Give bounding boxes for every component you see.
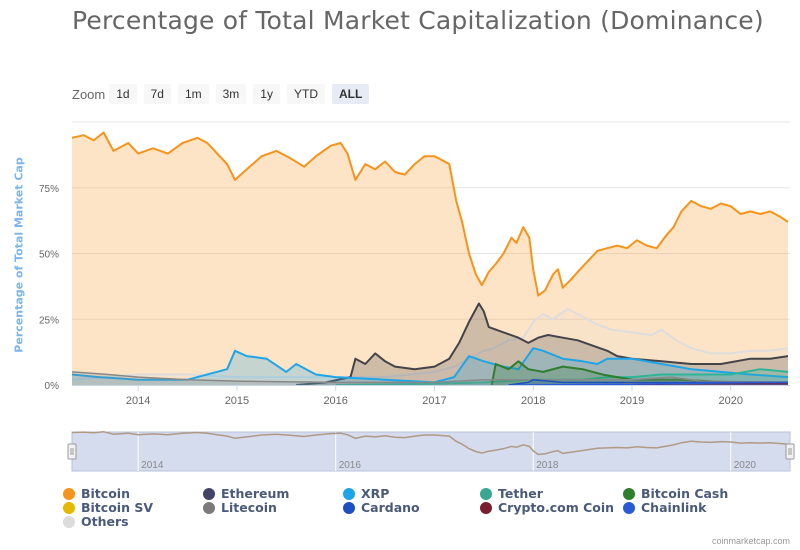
y-tick-label: 75% — [39, 184, 59, 195]
navigator-tick-label: 2020 — [734, 460, 757, 471]
zoom-label: Zoom — [72, 86, 106, 102]
dominance-chart: 0% 25% 50% 75% 2014 2015 2016 2017 2018 2019 2020 2… — [39, 121, 795, 472]
zoom-controls: Zoom 1d 7d 1m 3m 1y YTD ALL — [72, 82, 376, 106]
legend-label: Ethereum — [221, 486, 290, 501]
zoom-3m-button[interactable]: 3m — [215, 84, 247, 104]
legend-item-others[interactable]: Others — [63, 514, 129, 529]
legend-marker — [63, 501, 75, 514]
y-tick-label: 25% — [39, 315, 59, 326]
legend-item-litecoin[interactable]: Litecoin — [203, 500, 277, 515]
navigator-handle-grip[interactable] — [785, 443, 795, 460]
zoom-1m-button[interactable]: 1m — [177, 84, 209, 104]
x-tick-label: 2016 — [323, 395, 347, 407]
legend-label: Crypto.com Coin — [498, 500, 615, 515]
legend-item-bitcoin-sv[interactable]: Bitcoin SV — [63, 500, 153, 515]
series-area-bitcoin — [72, 132, 788, 385]
zoom-7d-button[interactable]: 7d — [143, 84, 171, 104]
legend-marker — [480, 501, 492, 514]
x-tick-label: 2020 — [719, 395, 743, 407]
navigator-range[interactable] — [71, 431, 791, 472]
legend-marker — [343, 487, 355, 500]
legend-label: Bitcoin SV — [81, 500, 153, 515]
page-title: Percentage of Total Market Capitalizatio… — [72, 6, 764, 35]
navigator-right-handle[interactable] — [785, 443, 795, 460]
x-tick-label: 2015 — [225, 395, 249, 407]
series-area-others — [72, 308, 788, 385]
zoom-1d-button[interactable]: 1d — [109, 84, 137, 104]
x-tick-label: 2014 — [126, 395, 150, 407]
zoom-ytd-button[interactable]: YTD — [286, 84, 325, 104]
y-tick-label: 0% — [45, 381, 60, 392]
series-line-cardano — [508, 378, 788, 386]
legend-marker — [343, 501, 355, 514]
navigator-tick-label: 2018 — [536, 460, 559, 471]
legend-marker — [623, 501, 635, 514]
legend-label: Tether — [498, 486, 543, 501]
legend-marker — [203, 487, 215, 500]
legend-marker — [203, 501, 215, 514]
navigator-tick-label: 2016 — [339, 460, 362, 471]
legend-item-ethereum[interactable]: Ethereum — [203, 486, 289, 501]
legend-marker — [63, 515, 75, 528]
legend-label: XRP — [361, 486, 390, 501]
legend-item-cardano[interactable]: Cardano — [343, 500, 420, 515]
navigator-handle-grip[interactable] — [67, 443, 77, 460]
zoom-all-button[interactable]: ALL — [331, 84, 370, 104]
legend-marker — [480, 487, 492, 500]
navigator-series-line — [71, 430, 789, 456]
navigator-left-handle[interactable] — [67, 443, 77, 460]
series-line-litecoin — [71, 371, 789, 384]
legend-item-chainlink[interactable]: Chainlink — [623, 500, 706, 515]
series-area-tether — [335, 369, 788, 385]
credits-link[interactable]: coinmarketcap.com — [711, 536, 790, 546]
series-line-chainlink — [513, 381, 788, 386]
legend-label: Cardano — [361, 500, 420, 515]
legend-label: Bitcoin — [81, 486, 130, 501]
navigator-tick-label: 2014 — [141, 460, 164, 471]
legend-label: Chainlink — [641, 500, 707, 515]
legend-marker — [623, 487, 635, 500]
legend-marker — [63, 487, 75, 500]
legend-item-tether[interactable]: Tether — [480, 486, 543, 501]
series-line-bitcoin-cash — [490, 360, 788, 386]
legend: Bitcoin Ethereum XRP Tether Bitcoin Cash Bitc… — [63, 486, 793, 532]
legend-item-xrp[interactable]: XRP — [343, 486, 389, 501]
legend-label: Others — [81, 514, 129, 529]
legend-item-bitcoin[interactable]: Bitcoin — [63, 486, 130, 501]
legend-label: Litecoin — [221, 500, 277, 515]
series-line-xrp — [71, 347, 789, 384]
legend-label: Bitcoin Cash — [641, 486, 729, 501]
series-line-ethereum — [296, 302, 789, 386]
x-tick-label: 2019 — [620, 395, 644, 407]
legend-item-bitcoin-cash[interactable]: Bitcoin Cash — [623, 486, 728, 501]
zoom-1y-button[interactable]: 1y — [253, 84, 280, 104]
series-line-bitcoin — [71, 131, 789, 297]
y-tick-label: 50% — [39, 250, 59, 261]
x-tick-label: 2018 — [521, 395, 545, 407]
legend-item-crypto-com-coin[interactable]: Crypto.com Coin — [480, 500, 614, 515]
x-tick-label: 2017 — [422, 395, 446, 407]
